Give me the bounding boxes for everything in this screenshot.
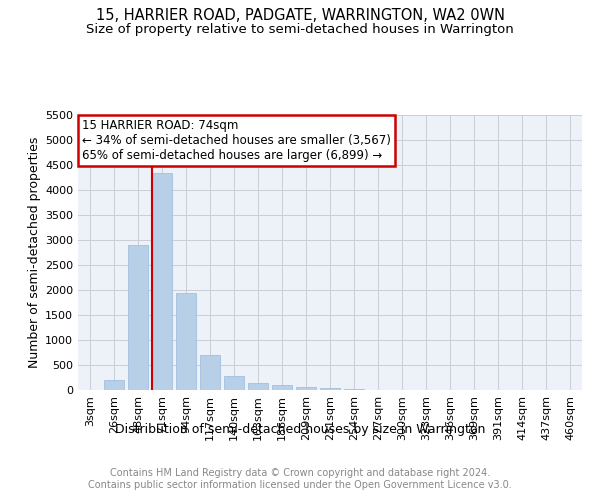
Text: 15 HARRIER ROAD: 74sqm
← 34% of semi-detached houses are smaller (3,567)
65% of : 15 HARRIER ROAD: 74sqm ← 34% of semi-det…	[82, 119, 391, 162]
Text: Size of property relative to semi-detached houses in Warrington: Size of property relative to semi-detach…	[86, 22, 514, 36]
Bar	[104, 380, 124, 390]
Text: Contains HM Land Registry data © Crown copyright and database right 2024.: Contains HM Land Registry data © Crown c…	[110, 468, 490, 477]
Text: Distribution of semi-detached houses by size in Warrington: Distribution of semi-detached houses by …	[115, 422, 485, 436]
Bar	[224, 376, 244, 390]
Bar	[200, 355, 220, 390]
Bar	[320, 388, 340, 390]
Bar	[272, 384, 292, 390]
Bar	[344, 389, 364, 390]
Text: Contains public sector information licensed under the Open Government Licence v3: Contains public sector information licen…	[88, 480, 512, 490]
Bar	[128, 245, 148, 390]
Text: 15, HARRIER ROAD, PADGATE, WARRINGTON, WA2 0WN: 15, HARRIER ROAD, PADGATE, WARRINGTON, W…	[95, 8, 505, 22]
Bar	[248, 383, 268, 390]
Y-axis label: Number of semi-detached properties: Number of semi-detached properties	[28, 137, 41, 368]
Bar	[152, 172, 172, 390]
Bar	[176, 292, 196, 390]
Bar	[296, 387, 316, 390]
